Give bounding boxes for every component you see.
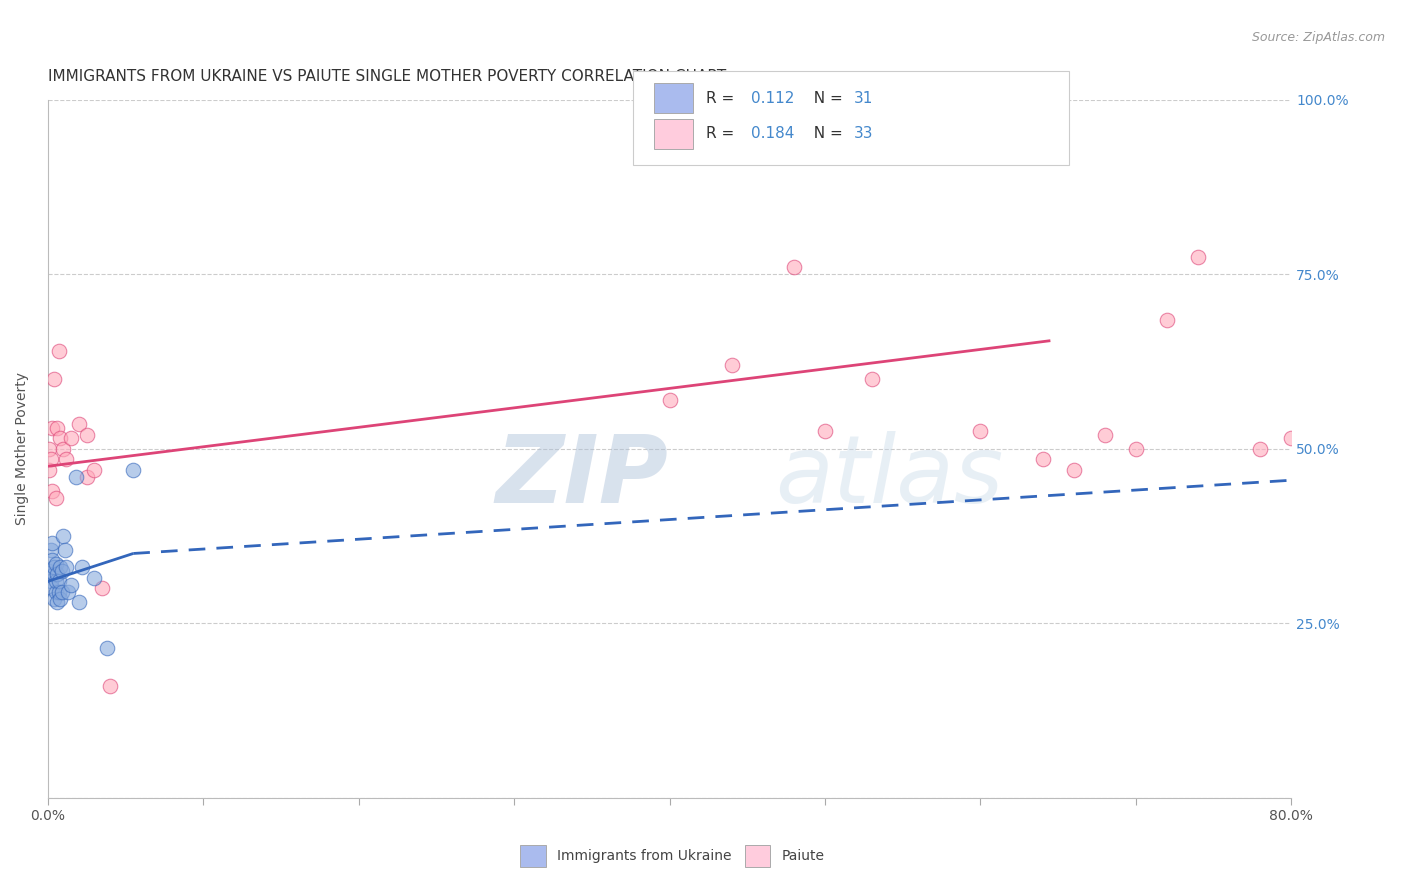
Point <box>55 452 77 467</box>
Point <box>38 564 60 578</box>
Point <box>42 591 65 606</box>
Text: R =: R = <box>706 127 740 141</box>
Point <box>96 640 118 655</box>
Point <box>969 425 991 439</box>
Text: 31: 31 <box>853 91 873 105</box>
Point <box>122 463 145 477</box>
Point <box>1125 442 1147 456</box>
Point <box>48 344 70 359</box>
Point <box>38 463 60 477</box>
Point <box>44 491 66 505</box>
Text: Paiute: Paiute <box>782 849 825 863</box>
Point <box>51 564 73 578</box>
Text: 0.184: 0.184 <box>751 127 794 141</box>
Point <box>1156 312 1178 326</box>
Point <box>41 483 63 498</box>
Point <box>46 421 69 435</box>
Point <box>91 582 114 596</box>
Point <box>39 574 62 589</box>
Point <box>1187 250 1209 264</box>
Point <box>60 578 83 592</box>
Point <box>46 567 69 582</box>
Point <box>70 560 93 574</box>
Point <box>60 431 83 445</box>
Point <box>1063 463 1085 477</box>
Point <box>55 560 77 574</box>
Point <box>67 417 90 432</box>
Point <box>76 469 98 483</box>
Point <box>41 421 63 435</box>
Point <box>39 452 62 467</box>
Text: atlas: atlas <box>775 431 1004 522</box>
Point <box>48 574 70 589</box>
Text: N =: N = <box>804 91 848 105</box>
Point <box>98 679 121 693</box>
Point <box>52 529 75 543</box>
Point <box>1032 452 1054 467</box>
Text: R =: R = <box>706 91 740 105</box>
Point <box>1279 431 1302 445</box>
Point <box>41 582 63 596</box>
Point <box>41 553 63 567</box>
Point <box>53 543 76 558</box>
Point <box>44 557 66 571</box>
Point <box>49 591 72 606</box>
Point <box>65 469 87 483</box>
Point <box>44 574 66 589</box>
Point <box>49 560 72 574</box>
Point <box>83 463 105 477</box>
Point <box>46 595 69 609</box>
Text: Source: ZipAtlas.com: Source: ZipAtlas.com <box>1251 31 1385 45</box>
Y-axis label: Single Mother Poverty: Single Mother Poverty <box>15 372 30 525</box>
Point <box>83 571 105 585</box>
Text: Immigrants from Ukraine: Immigrants from Ukraine <box>557 849 731 863</box>
Point <box>41 536 63 550</box>
Point <box>39 543 62 558</box>
Point <box>42 372 65 386</box>
Point <box>51 585 73 599</box>
Point <box>1249 442 1271 456</box>
Point <box>67 595 90 609</box>
Point <box>76 428 98 442</box>
Text: N =: N = <box>804 127 848 141</box>
Point <box>1094 428 1116 442</box>
Point <box>48 585 70 599</box>
Text: 0.112: 0.112 <box>751 91 794 105</box>
Text: IMMIGRANTS FROM UKRAINE VS PAIUTE SINGLE MOTHER POVERTY CORRELATION CHART: IMMIGRANTS FROM UKRAINE VS PAIUTE SINGLE… <box>48 69 725 84</box>
Point <box>783 260 806 275</box>
Text: ZIP: ZIP <box>495 431 668 523</box>
Point <box>56 585 79 599</box>
Point <box>52 442 75 456</box>
Point <box>38 442 60 456</box>
Point <box>42 560 65 574</box>
Point <box>720 358 742 372</box>
Point <box>860 372 883 386</box>
Point <box>49 431 72 445</box>
Point <box>658 392 681 407</box>
Point <box>44 585 66 599</box>
Point <box>42 567 65 582</box>
Point <box>814 425 837 439</box>
Text: 33: 33 <box>853 127 873 141</box>
